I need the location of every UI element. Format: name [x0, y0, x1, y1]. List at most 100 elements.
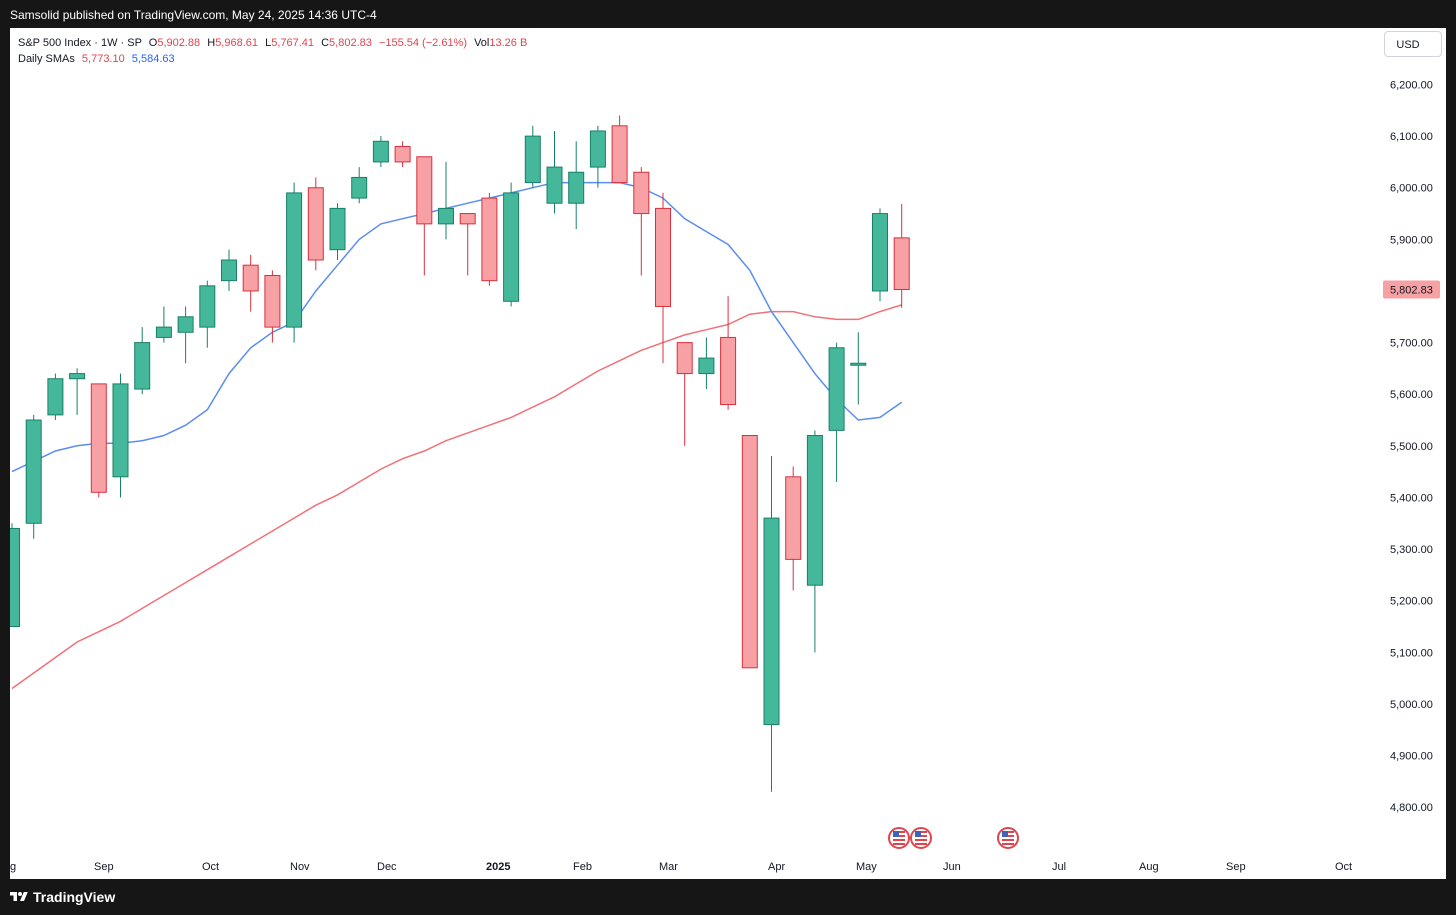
chart-pane[interactable]: 6,200.006,100.006,000.005,900.005,800.00…: [10, 28, 1446, 879]
y-tick-label: 5,600.00: [1390, 389, 1433, 401]
candle[interactable]: [503, 182, 520, 307]
publish-info: Samsolid published on TradingView.com, M…: [10, 8, 377, 22]
candle-body: [459, 213, 476, 225]
candle[interactable]: [785, 466, 802, 591]
high-value: 5,968.61: [215, 37, 259, 49]
y-tick-label: 5,100.00: [1390, 647, 1433, 659]
candle[interactable]: [155, 306, 172, 343]
sma-blue-line: [11, 181, 903, 473]
candle[interactable]: [134, 327, 151, 395]
x-tick-label: Aug: [1139, 861, 1159, 873]
candle[interactable]: [676, 342, 693, 446]
candle-body: [221, 259, 237, 282]
candle[interactable]: [633, 167, 650, 276]
candle-body: [785, 476, 802, 560]
tradingview-logo-icon[interactable]: [10, 889, 28, 905]
candle-body: [720, 336, 737, 406]
open-label: O: [148, 37, 158, 49]
candle[interactable]: [286, 182, 303, 343]
candle-body: [481, 197, 498, 282]
candle-body: [893, 237, 910, 291]
sma-blue-value: 5,584.63: [131, 53, 175, 65]
sma-label[interactable]: Daily SMAs: [18, 53, 75, 65]
candle-body: [69, 373, 86, 380]
candle[interactable]: [741, 435, 758, 669]
candle[interactable]: [655, 192, 671, 364]
currency-button[interactable]: USD: [1384, 31, 1442, 57]
us-flag-event-icon[interactable]: [997, 827, 1019, 849]
candle[interactable]: [893, 203, 910, 308]
us-flag-event-icon[interactable]: [888, 827, 910, 849]
candle[interactable]: [69, 368, 86, 415]
candle[interactable]: [806, 430, 823, 653]
candle[interactable]: [828, 342, 845, 482]
candle[interactable]: [568, 141, 585, 230]
candle[interactable]: [90, 383, 107, 498]
candle[interactable]: [372, 136, 389, 168]
candle[interactable]: [242, 254, 259, 312]
candle-body: [763, 517, 780, 726]
publish-info-bar: Samsolid published on TradingView.com, M…: [0, 0, 1456, 28]
candle[interactable]: [589, 125, 606, 188]
candle[interactable]: [872, 208, 888, 302]
y-tick-label: 5,700.00: [1390, 338, 1433, 350]
candle[interactable]: [112, 373, 129, 498]
candle[interactable]: [47, 373, 64, 421]
y-tick-label: 6,000.00: [1390, 183, 1433, 195]
candle-body: [503, 192, 520, 302]
candle[interactable]: [177, 306, 194, 364]
x-tick-label: Sep: [1226, 861, 1246, 873]
candle-body: [806, 435, 823, 586]
candle[interactable]: [221, 249, 237, 291]
sma-red-line: [11, 304, 902, 690]
y-tick-label: 5,000.00: [1390, 699, 1433, 711]
x-tick-label: 2025: [486, 861, 510, 873]
candle-body: [25, 419, 42, 524]
candle[interactable]: [611, 115, 628, 184]
candle-body: [589, 130, 606, 168]
candle-body: [872, 213, 888, 292]
y-tick-label: 4,900.00: [1390, 751, 1433, 763]
candle-body: [611, 125, 628, 184]
candle[interactable]: [264, 270, 281, 343]
candle[interactable]: [199, 280, 216, 348]
x-tick-label: Jul: [1052, 861, 1066, 873]
candle[interactable]: [546, 130, 563, 214]
candle[interactable]: [438, 161, 454, 240]
candle[interactable]: [524, 125, 541, 188]
y-tick-label: 5,200.00: [1390, 596, 1433, 608]
candlestick-chart[interactable]: 6,200.006,100.006,000.005,900.005,800.00…: [10, 28, 1446, 879]
candle[interactable]: [763, 456, 780, 792]
candle[interactable]: [394, 141, 411, 168]
x-tick-label: Apr: [768, 861, 785, 873]
candle[interactable]: [307, 177, 324, 271]
candle[interactable]: [481, 192, 498, 286]
last-price-label: 5,802.83: [1390, 285, 1433, 297]
candle[interactable]: [10, 523, 20, 628]
candle-body: [416, 156, 433, 225]
x-tick-label: Dec: [377, 861, 397, 873]
candle[interactable]: [329, 203, 346, 261]
last-price-tag: [1383, 280, 1440, 299]
sma-legend-row: Daily SMAs 5,773.10 5,584.63: [18, 51, 527, 67]
candle[interactable]: [720, 296, 737, 410]
candle[interactable]: [698, 337, 715, 390]
candle[interactable]: [351, 167, 368, 204]
symbol-label[interactable]: S&P 500 Index · 1W · SP: [18, 37, 142, 49]
sma-red-value: 5,773.10: [81, 53, 125, 65]
footer-brand[interactable]: TradingView: [33, 889, 116, 905]
volume-value: 13.26 B: [489, 37, 528, 49]
volume-label: Vol: [474, 37, 490, 49]
candle-body: [741, 435, 758, 669]
candle-body: [90, 383, 107, 493]
candle[interactable]: [459, 213, 476, 276]
ohlc-legend-row: S&P 500 Index · 1W · SP O5,902.88 H5,968…: [18, 35, 527, 51]
candle-body: [307, 187, 324, 261]
low-label: L: [265, 37, 272, 49]
candle[interactable]: [850, 332, 867, 405]
x-tick-label: g: [10, 861, 16, 873]
us-flag-event-icon[interactable]: [910, 827, 932, 849]
candle[interactable]: [416, 156, 433, 276]
candle[interactable]: [25, 414, 42, 539]
chart-legend: S&P 500 Index · 1W · SP O5,902.88 H5,968…: [18, 35, 527, 67]
